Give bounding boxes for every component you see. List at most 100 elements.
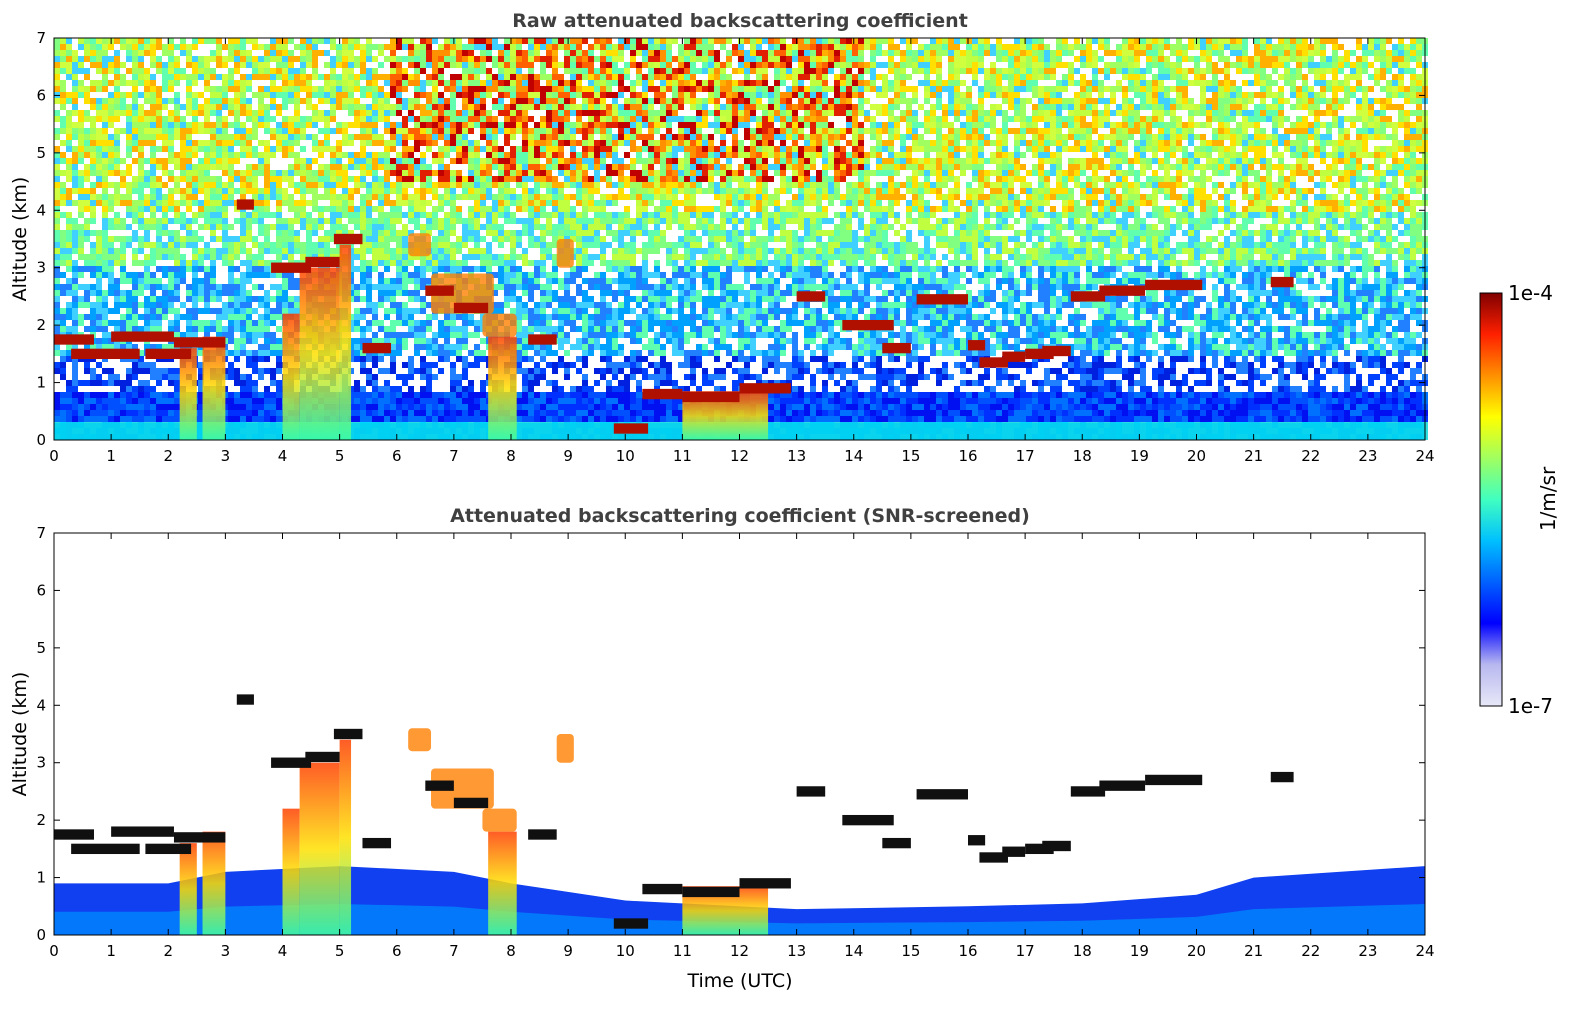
backscatter-cell [1044,62,1050,68]
backscatter-cell [618,140,624,146]
backscatter-cell [924,92,930,98]
backscatter-cell [1176,50,1182,56]
backscatter-cell [1272,152,1278,158]
backscatter-cell [660,146,666,152]
backscatter-cell [1272,92,1278,98]
backscatter-cell [1170,110,1176,116]
backscatter-cell [876,98,882,104]
backscatter-cell [1026,38,1032,44]
backscatter-cell [702,50,708,56]
backscatter-cell [546,134,552,140]
backscatter-cell [1056,98,1062,104]
backscatter-cell [270,104,276,110]
backscatter-cell [1164,44,1170,50]
backscatter-cell [1068,50,1074,56]
backscatter-cell [210,98,216,104]
backscatter-cell [180,74,186,80]
backscatter-cell [234,44,240,50]
backscatter-cell [684,62,690,68]
backscatter-cell [342,92,348,98]
backscatter-cell [888,92,894,98]
backscatter-cell [102,110,108,116]
backscatter-cell [498,98,504,104]
backscatter-cell [426,56,432,62]
backscatter-cell [1080,158,1086,164]
backscatter-cell [522,122,528,128]
backscatter-cell [390,74,396,80]
backscatter-cell [768,134,774,140]
backscatter-cell [384,104,390,110]
backscatter-cell [1152,122,1158,128]
backscatter-cell [744,134,750,140]
backscatter-cell [1230,44,1236,50]
backscatter-cell [408,86,414,92]
backscatter-cell [612,86,618,92]
backscatter-cell [666,110,672,116]
backscatter-cell [558,110,564,116]
backscatter-cell [888,62,894,68]
backscatter-cell [690,68,696,74]
backscatter-cell [234,38,240,44]
backscatter-cell [252,68,258,74]
backscatter-cell [456,104,462,110]
backscatter-cell [996,110,1002,116]
backscatter-cell [150,50,156,56]
backscatter-cell [1068,56,1074,62]
backscatter-cell [714,98,720,104]
backscatter-cell [1206,152,1212,158]
backscatter-cell [1296,116,1302,122]
backscatter-cell [1206,44,1212,50]
backscatter-cell [630,110,636,116]
backscatter-cell [378,86,384,92]
backscatter-cell [666,80,672,86]
backscatter-cell [558,158,564,164]
backscatter-cell [1380,86,1386,92]
backscatter-cell [948,68,954,74]
backscatter-cell [1308,122,1314,128]
backscatter-cell [1368,134,1374,140]
backscatter-cell [180,158,186,164]
backscatter-cell [858,164,864,170]
backscatter-cell [486,80,492,86]
backscatter-cell [864,134,870,140]
backscatter-cell [354,74,360,80]
backscatter-cell [1014,68,1020,74]
backscatter-cell [1068,116,1074,122]
backscatter-cell [1110,86,1116,92]
backscatter-cell [1122,104,1128,110]
backscatter-cell [936,122,942,128]
backscatter-cell [1044,110,1050,116]
backscatter-cell [1056,140,1062,146]
backscatter-cell [426,146,432,152]
backscatter-cell [828,92,834,98]
backscatter-cell [246,44,252,50]
backscatter-cell [870,86,876,92]
backscatter-cell [1050,92,1056,98]
backscatter-cell [1062,146,1068,152]
backscatter-cell [474,80,480,86]
backscatter-cell [498,116,504,122]
backscatter-cell [294,44,300,50]
backscatter-cell [504,104,510,110]
backscatter-cell [1026,116,1032,122]
backscatter-cell [162,128,168,134]
backscatter-cell [1200,128,1206,134]
backscatter-cell [492,68,498,74]
backscatter-cell [612,38,618,44]
backscatter-cell [216,164,222,170]
backscatter-cell [462,134,468,140]
backscatter-cell [252,74,258,80]
backscatter-cell [66,92,72,98]
backscatter-cell [678,44,684,50]
backscatter-cell [930,68,936,74]
backscatter-cell [1080,110,1086,116]
backscatter-cell [900,146,906,152]
backscatter-cell [138,122,144,128]
backscatter-cell [948,158,954,164]
backscatter-cell [1326,152,1332,158]
backscatter-cell [936,128,942,134]
backscatter-cell [84,86,90,92]
backscatter-cell [210,152,216,158]
backscatter-cell [1098,92,1104,98]
backscatter-cell [1290,158,1296,164]
